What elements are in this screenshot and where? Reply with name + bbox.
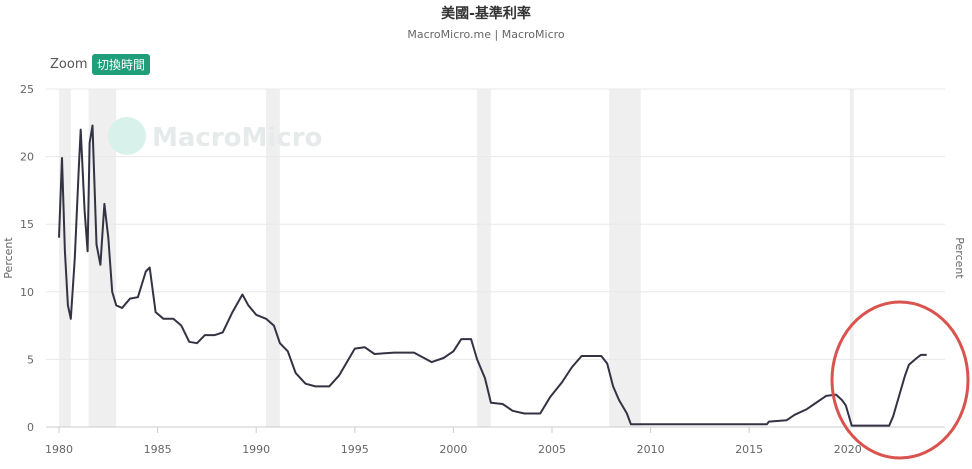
recession-band bbox=[609, 89, 641, 427]
x-tick-label: 1980 bbox=[45, 443, 73, 456]
y-axis-title-right: Percent bbox=[953, 237, 966, 279]
recession-band bbox=[266, 89, 280, 427]
recession-band bbox=[477, 89, 491, 427]
x-tick-label: 1995 bbox=[341, 443, 369, 456]
zoom-label: Zoom bbox=[50, 57, 88, 72]
y-tick-label: 10 bbox=[20, 286, 34, 299]
x-tick-label: 2000 bbox=[439, 443, 467, 456]
y-tick-label: 5 bbox=[27, 353, 34, 366]
y-tick-label: 20 bbox=[20, 151, 34, 164]
x-tick-label: 2020 bbox=[834, 443, 862, 456]
rate-line bbox=[58, 124, 927, 427]
x-tick-label: 1985 bbox=[144, 443, 172, 456]
recession-band bbox=[849, 89, 854, 427]
chart-subtitle: MacroMicro.me | MacroMicro bbox=[407, 28, 565, 41]
y-tick-label: 25 bbox=[20, 83, 34, 96]
x-tick-label: 2010 bbox=[637, 443, 665, 456]
y-tick-label: 0 bbox=[27, 421, 34, 434]
watermark-logo-icon bbox=[108, 117, 146, 155]
y-axis-title-left: Percent bbox=[2, 237, 15, 279]
y-tick-label: 15 bbox=[20, 218, 34, 231]
x-tick-label: 1990 bbox=[242, 443, 270, 456]
switch-time-button[interactable]: 切換時間 bbox=[92, 54, 151, 75]
x-tick-label: 2005 bbox=[538, 443, 566, 456]
watermark: MacroMicro bbox=[152, 123, 322, 153]
chart-title: 美國-基準利率 bbox=[441, 6, 531, 22]
x-tick-label: 2015 bbox=[735, 443, 763, 456]
highlight-circle bbox=[830, 300, 970, 460]
